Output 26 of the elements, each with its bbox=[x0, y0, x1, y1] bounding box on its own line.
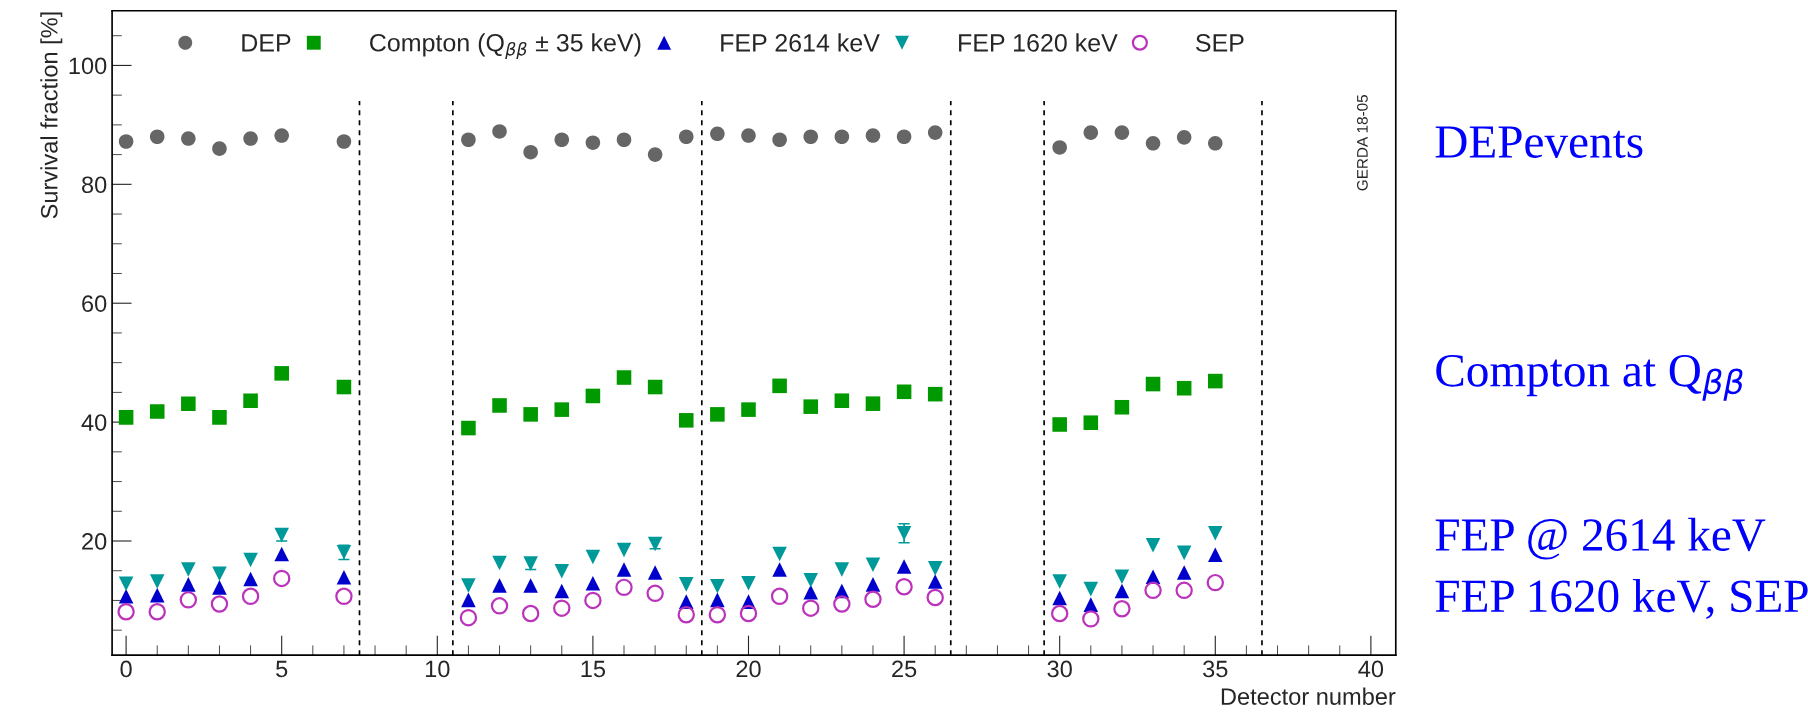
y-tick-label: 20 bbox=[82, 533, 107, 550]
x-tick-label: 15 bbox=[581, 660, 606, 678]
x-tick-label: 30 bbox=[1047, 660, 1072, 678]
text: Compton at Q$_{ββ}$ bbox=[1436, 354, 1743, 401]
x-tick-label: 10 bbox=[425, 660, 450, 678]
x-tick-label: 20 bbox=[736, 660, 761, 678]
legend-label: FEP 1620 keV bbox=[959, 33, 1118, 52]
y-tick-label: 40 bbox=[81, 414, 107, 431]
text: FEP @ 2614 keV bbox=[1435, 517, 1766, 560]
y-tick-label: 60 bbox=[82, 295, 107, 312]
text: DEPevents bbox=[1435, 126, 1643, 158]
x-axis-title: Detector number bbox=[1221, 687, 1396, 705]
x-tick-label: 25 bbox=[892, 660, 917, 678]
y-axis-title: Survival fraction [%] bbox=[40, 12, 63, 219]
x-tick-label: 5 bbox=[276, 660, 288, 678]
annotation: GERDA 18-05 bbox=[1356, 95, 1368, 191]
y-tick-label: 80 bbox=[82, 176, 107, 194]
legend-label: Compton (Q$_{ββ}$ ± 35 keV) bbox=[370, 33, 641, 60]
x-tick-label: 40 bbox=[1358, 660, 1384, 678]
legend-label: SEP bbox=[1196, 34, 1244, 52]
legend-label: DEP bbox=[242, 34, 291, 52]
x-tick-label: 35 bbox=[1203, 660, 1228, 678]
legend-label: FEP 2614 keV bbox=[721, 33, 880, 52]
y-tick-label: 100 bbox=[69, 57, 107, 75]
x-tick-label: 0 bbox=[120, 660, 132, 678]
text: FEP 1620 keV, SEP bbox=[1435, 578, 1808, 619]
